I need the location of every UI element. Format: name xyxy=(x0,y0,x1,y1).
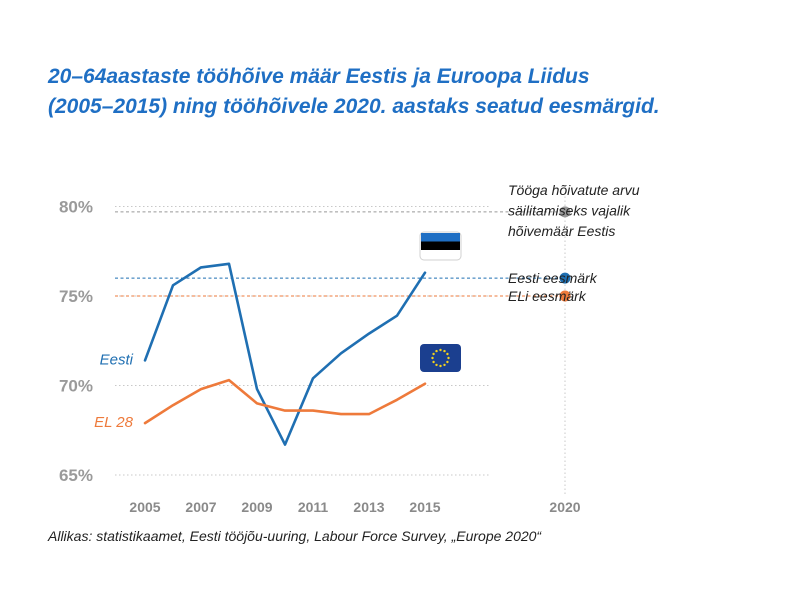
x-tick-label: 2013 xyxy=(353,499,384,515)
flag-star xyxy=(439,364,442,368)
flag-star xyxy=(431,356,434,360)
target-marker xyxy=(559,206,571,218)
x-tick-label: 2015 xyxy=(409,499,440,515)
eu-flag-icon xyxy=(420,344,461,372)
target-label: säilitamiseks vajalik xyxy=(508,203,631,219)
flag-background xyxy=(420,344,461,372)
target-marker xyxy=(559,290,571,302)
chart-title: 20–64aastaste tööhõive määr Eestis ja Eu… xyxy=(48,62,788,122)
x-tick-label: 2009 xyxy=(241,499,272,515)
flag-star xyxy=(447,356,450,360)
x-tick-label: 2005 xyxy=(129,499,160,515)
chart-title-line: 20–64aastaste tööhõive määr Eestis ja Eu… xyxy=(48,65,590,88)
y-tick-label: 65% xyxy=(59,466,93,485)
y-tick-label: 75% xyxy=(59,287,93,306)
target-label: ELi eesmärk xyxy=(508,288,587,304)
y-tick-label: 70% xyxy=(59,377,93,396)
flag-star xyxy=(435,363,438,367)
flag-star xyxy=(432,352,435,356)
x-tick-label: 2007 xyxy=(185,499,216,515)
y-tick-label: 80% xyxy=(59,198,93,217)
flag-stripe-blue xyxy=(421,233,460,242)
series-line-eesti xyxy=(143,262,427,446)
estonian-flag-icon xyxy=(419,231,462,261)
series-label: Eesti xyxy=(100,351,134,368)
target-label: Tööga hõivatute arvu xyxy=(508,182,640,198)
flag-star xyxy=(439,348,442,352)
series-label: EL 28 xyxy=(94,414,134,431)
chart-title-line: (2005–2015) ning tööhõivele 2020. aastak… xyxy=(48,95,660,118)
target-marker xyxy=(559,272,571,284)
flag-stripe-black xyxy=(421,241,460,250)
x-tick-label: 2011 xyxy=(298,499,329,515)
flag-star xyxy=(446,360,449,364)
source-note: Allikas: statistikaamet, Eesti tööjõu-uu… xyxy=(48,528,542,544)
target-label: hõivemäär Eestis xyxy=(508,223,615,239)
flag-star xyxy=(443,363,446,367)
flag-star xyxy=(446,352,449,356)
series-line-el-28 xyxy=(143,378,427,425)
flag-star xyxy=(432,360,435,364)
flag-star xyxy=(443,349,446,353)
target-label: Eesti eesmärk xyxy=(508,270,598,286)
flag-star xyxy=(435,349,438,353)
x-tick-label: 2020 xyxy=(549,499,580,515)
